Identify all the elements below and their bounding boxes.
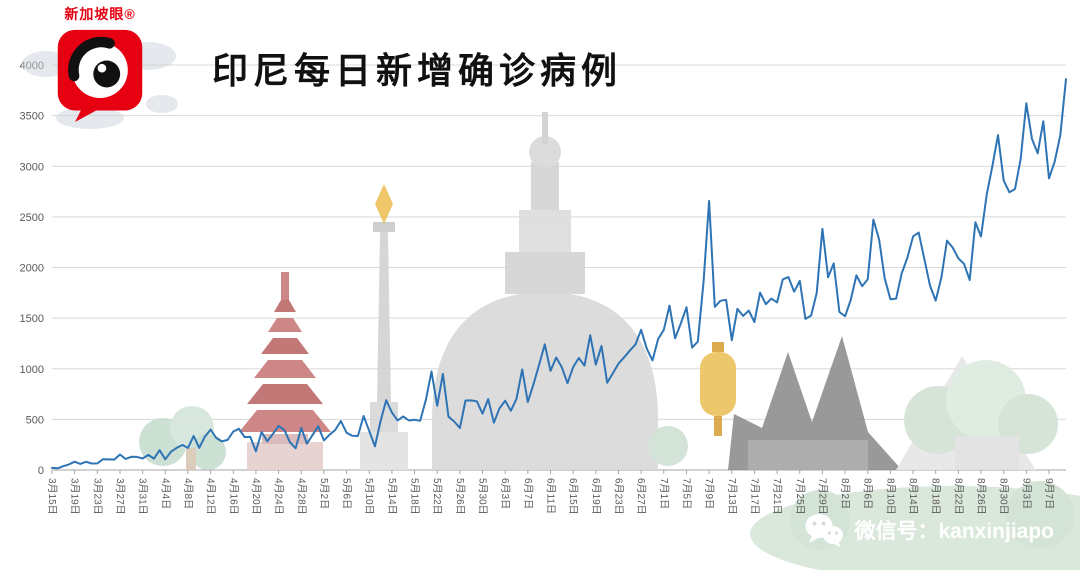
- tree-icon: [190, 434, 226, 470]
- data-series: [51, 78, 1067, 470]
- x-tick-label: 6月23日: [612, 478, 624, 515]
- x-tick-label: 5月18日: [409, 478, 421, 515]
- x-tick-label: 7月25日: [794, 478, 806, 515]
- x-tick-label: 3月31日: [137, 478, 149, 515]
- y-tick-label: 500: [26, 414, 44, 426]
- x-tick-label: 5月26日: [454, 478, 466, 515]
- x-tick-label: 8月2日: [839, 478, 851, 509]
- brand-logo: 新加坡眼®: [22, 4, 178, 129]
- series-line: [51, 78, 1067, 470]
- y-tick-label: 2500: [20, 212, 44, 224]
- y-tick-label: 1500: [20, 313, 44, 325]
- background-watermark: [139, 112, 1080, 570]
- x-tick-label: 4月24日: [273, 478, 285, 515]
- x-tick-label: 7月1日: [658, 478, 670, 509]
- x-tick-label: 7月5日: [680, 478, 692, 509]
- x-tick-label: 6月7日: [522, 478, 534, 509]
- x-axis: [51, 470, 1050, 474]
- brand-name: 新加坡眼®: [64, 6, 136, 22]
- x-tick-label: 6月15日: [567, 478, 579, 515]
- x-tick-label: 3月23日: [91, 478, 103, 515]
- tree-icon: [1006, 481, 1074, 549]
- wechat-footer: 微信号：kanxinjiapo: [804, 512, 1054, 548]
- x-tick-label: 7月21日: [771, 478, 783, 515]
- x-tick-label: 8月22日: [952, 478, 964, 515]
- page-title: 印尼每日新增确诊病例: [212, 50, 623, 91]
- x-tick-label: 8月30日: [998, 478, 1010, 515]
- stupa-icon: [432, 112, 658, 470]
- minangkabau-house-icon: [728, 336, 902, 470]
- x-tick-label: 5月10日: [363, 478, 375, 515]
- x-tick-label: 6月11日: [545, 478, 557, 514]
- x-tick-label: 8月26日: [975, 478, 987, 515]
- x-tick-label: 5月6日: [341, 478, 353, 509]
- x-tick-label: 7月9日: [703, 478, 715, 509]
- x-tick-label: 3月15日: [46, 478, 58, 515]
- x-tick-label: 7月13日: [726, 478, 738, 515]
- x-tick-label: 5月14日: [386, 478, 398, 515]
- x-tick-label: 6月27日: [635, 478, 647, 515]
- tree-icon: [648, 426, 688, 466]
- lantern-icon: [700, 342, 736, 436]
- building-icon: [955, 436, 1019, 470]
- x-tick-label: 4月16日: [227, 478, 239, 515]
- y-tick-label: 2000: [20, 263, 44, 275]
- x-tick-label: 4月20日: [250, 478, 262, 515]
- x-tick-label: 5月2日: [318, 478, 330, 509]
- wechat-id-label: 微信号：kanxinjiapo: [854, 520, 1054, 543]
- y-tick-label: 3000: [20, 161, 44, 173]
- axis-labels: 050010001500200025003000350040003月15日3月1…: [20, 60, 1055, 515]
- x-tick-label: 7月29日: [816, 478, 828, 515]
- y-tick-label: 1000: [20, 364, 44, 376]
- x-tick-label: 9月7日: [1043, 478, 1055, 509]
- pagoda-icon: [239, 272, 331, 470]
- y-tick-label: 3500: [20, 111, 44, 123]
- monas-monument-icon: [360, 184, 408, 470]
- x-tick-label: 9月3日: [1020, 478, 1032, 509]
- x-tick-label: 4月4日: [159, 478, 171, 509]
- eye-logo-icon: [57, 29, 143, 123]
- x-tick-label: 8月18日: [930, 478, 942, 515]
- x-tick-label: 8月10日: [884, 478, 896, 515]
- x-tick-label: 3月19日: [69, 478, 81, 515]
- y-tick-label: 0: [38, 465, 44, 477]
- x-tick-label: 4月28日: [295, 478, 307, 515]
- x-tick-label: 7月17日: [748, 478, 760, 515]
- x-tick-label: 6月19日: [590, 478, 602, 515]
- x-tick-label: 6月3日: [499, 478, 511, 509]
- x-tick-label: 8月6日: [862, 478, 874, 509]
- x-tick-label: 5月30日: [477, 478, 489, 515]
- x-tick-label: 4月8日: [182, 478, 194, 509]
- x-tick-label: 4月12日: [205, 478, 217, 515]
- x-tick-label: 8月14日: [907, 478, 919, 515]
- x-tick-label: 3月27日: [114, 478, 126, 515]
- wechat-icon: [805, 514, 844, 548]
- x-tick-label: 5月22日: [431, 478, 443, 515]
- tree-trunk: [186, 448, 196, 470]
